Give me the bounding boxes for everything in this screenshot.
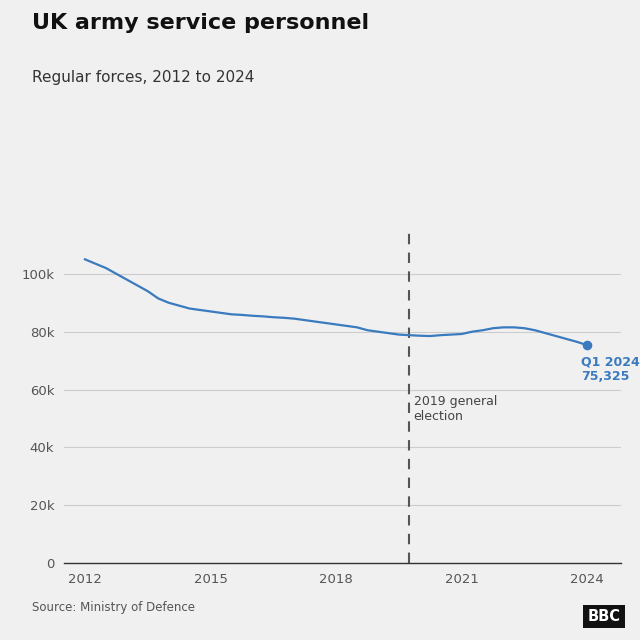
Text: 2019 general
election: 2019 general election: [413, 396, 497, 423]
Point: [582, 340, 593, 350]
Text: UK army service personnel: UK army service personnel: [32, 13, 369, 33]
Text: Regular forces, 2012 to 2024: Regular forces, 2012 to 2024: [32, 70, 254, 85]
Text: BBC: BBC: [588, 609, 621, 624]
Text: Source: Ministry of Defence: Source: Ministry of Defence: [32, 602, 195, 614]
Text: Q1 2024:
75,325: Q1 2024: 75,325: [581, 355, 640, 383]
